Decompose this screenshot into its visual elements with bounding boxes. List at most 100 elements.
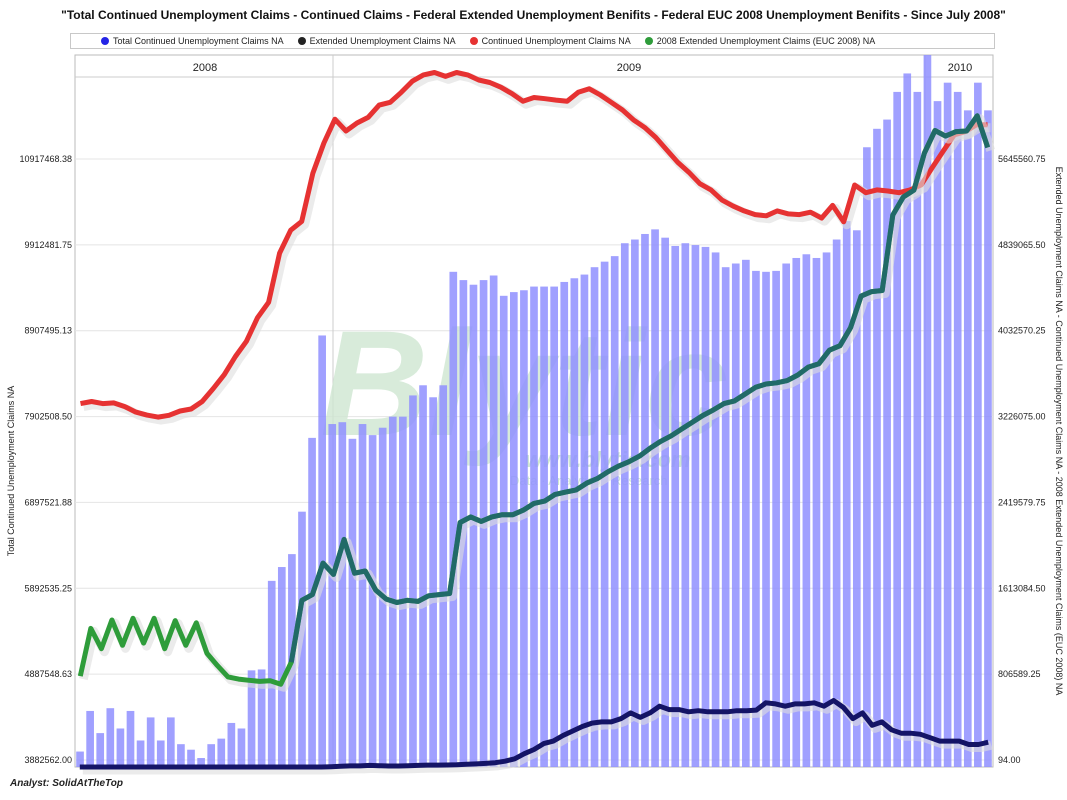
total-claims-bar — [943, 82, 952, 767]
euc-2008-line-overlap — [288, 113, 991, 663]
total-claims-bar — [106, 708, 115, 767]
total-claims-bar — [651, 229, 659, 767]
total-claims-bar — [913, 91, 922, 767]
total-claims-bar — [126, 710, 135, 767]
total-claims-bar — [187, 749, 195, 767]
total-claims-bar — [419, 385, 427, 767]
left-tick-label: 7902508.50 — [24, 412, 72, 422]
total-claims-bar — [520, 290, 528, 767]
legend-label-euc: 2008 Extended Unemployment Claims (EUC 2… — [656, 36, 876, 46]
total-claims-bar — [530, 286, 538, 767]
total-claims-bar — [802, 254, 811, 767]
total-claims-bar — [742, 259, 750, 767]
right-axis-title: Extended Unemployment Claims NA - Contin… — [1054, 167, 1064, 696]
total-claims-bar — [116, 728, 125, 767]
total-claims-bar — [76, 751, 84, 767]
total-claims-bar — [167, 717, 175, 767]
total-claims-bar — [953, 91, 962, 767]
total-claims-bar — [671, 245, 680, 768]
total-claims-bar — [439, 385, 448, 767]
total-claims-bar — [903, 73, 912, 767]
total-claims-bar — [731, 263, 740, 767]
right-tick-label: 3226075.00 — [998, 412, 1046, 422]
year-label: 2008 — [193, 62, 217, 74]
legend-item-extended[interactable]: Extended Unemployment Claims NA — [297, 36, 456, 46]
right-tick-label: 1613084.50 — [998, 583, 1046, 593]
right-tick-label: 4839065.50 — [998, 240, 1046, 250]
extended-claims-line — [79, 698, 989, 770]
total-claims-bar — [146, 717, 155, 767]
total-claims-bar — [580, 274, 589, 767]
legend-item-euc[interactable]: 2008 Extended Unemployment Claims (EUC 2… — [644, 36, 876, 46]
legend-label-extended: Extended Unemployment Claims NA — [309, 36, 456, 46]
total-claims-bar — [933, 101, 942, 768]
total-claims-bar — [701, 246, 710, 767]
total-claims-bar — [156, 740, 165, 767]
total-claims-bar — [832, 239, 841, 767]
total-claims-bar — [691, 245, 700, 767]
total-claims-bar — [207, 744, 216, 767]
total-claims-bar — [267, 580, 276, 767]
total-claims-bar — [227, 722, 236, 767]
left-tick-label: 6897521.88 — [24, 497, 72, 507]
total-claims-bar — [792, 257, 801, 767]
chart-title: "Total Continued Unemployment Claims - C… — [61, 8, 1006, 22]
total-claims-bar — [449, 271, 458, 767]
total-claims-bar — [711, 252, 720, 767]
legend-item-continued[interactable]: Continued Unemployment Claims NA — [469, 36, 631, 46]
total-claims-bar — [610, 256, 619, 767]
total-claims-bar — [197, 758, 205, 767]
total-claims-bar — [893, 91, 901, 767]
total-claims-bar — [974, 82, 982, 767]
right-tick-label: 806589.25 — [998, 669, 1041, 679]
total-claims-bar — [277, 567, 286, 767]
total-claims-bar — [358, 424, 367, 767]
total-claims-bar — [923, 55, 932, 767]
total-claims-bar — [560, 281, 569, 767]
total-claims-bar — [590, 267, 599, 767]
total-claims-bar — [721, 267, 730, 767]
total-claims-bar — [348, 438, 357, 767]
year-label: 2009 — [617, 62, 641, 74]
total-claims-bar — [388, 416, 397, 767]
total-claims-bar — [237, 728, 246, 767]
total-claims-bar — [217, 738, 226, 767]
total-claims-bar — [822, 252, 831, 767]
legend-item-total[interactable]: Total Continued Unemployment Claims NA — [101, 36, 284, 46]
legend-dot-extended — [297, 37, 306, 45]
legend-label-continued: Continued Unemployment Claims NA — [481, 36, 631, 46]
total-claims-bar — [883, 119, 891, 768]
total-claims-bar — [86, 710, 94, 767]
total-claims-bar — [318, 335, 326, 767]
continued-claims-line — [80, 70, 988, 420]
total-claims-bar — [136, 740, 145, 767]
total-claims-bar — [338, 422, 347, 767]
total-claims-bar — [499, 295, 508, 767]
left-tick-label: 4887548.63 — [24, 669, 72, 679]
total-claims-bar — [772, 270, 780, 767]
legend-dot-total — [101, 37, 109, 45]
left-tick-label: 9912481.75 — [24, 240, 72, 250]
total-claims-bar — [842, 221, 851, 767]
total-claims-bar — [681, 243, 690, 768]
total-claims-bar — [752, 270, 760, 767]
left-tick-label: 8907495.13 — [24, 326, 72, 336]
analyst-credit: Analyst: SolidAtTheTop — [10, 778, 123, 789]
total-claims-bar — [782, 263, 791, 767]
left-tick-label: 3882562.00 — [24, 755, 72, 765]
total-claims-bar — [429, 397, 437, 767]
total-claims-bar — [399, 416, 407, 767]
total-claims-bar — [96, 733, 105, 767]
total-claims-bar — [620, 243, 629, 768]
total-claims-bar — [631, 239, 639, 767]
year-label: 2010 — [948, 62, 972, 74]
total-claims-bar — [328, 424, 337, 767]
total-claims-bar — [661, 237, 669, 768]
right-tick-label: 2419579.75 — [998, 497, 1046, 507]
total-claims-bar — [852, 230, 861, 768]
total-claims-bar — [550, 286, 559, 767]
total-claims-bar — [641, 233, 649, 767]
total-claims-bar — [762, 271, 770, 767]
legend-label-total: Total Continued Unemployment Claims NA — [113, 36, 284, 46]
